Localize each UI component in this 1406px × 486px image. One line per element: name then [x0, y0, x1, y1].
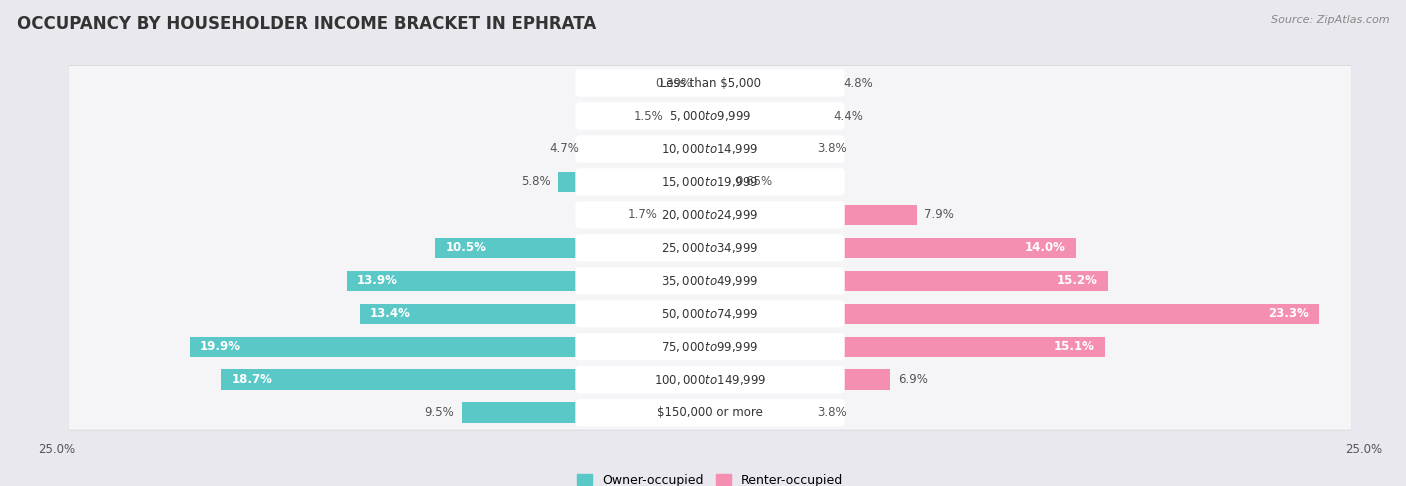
Bar	[710, 369, 890, 390]
FancyBboxPatch shape	[69, 396, 1351, 430]
Text: 0.65%: 0.65%	[735, 175, 772, 189]
Bar	[710, 73, 835, 93]
Legend: Owner-occupied, Renter-occupied: Owner-occupied, Renter-occupied	[572, 469, 848, 486]
Text: 9.5%: 9.5%	[425, 406, 454, 419]
FancyBboxPatch shape	[575, 168, 845, 195]
Bar	[710, 172, 727, 192]
Bar	[360, 304, 710, 324]
FancyBboxPatch shape	[69, 329, 1351, 364]
FancyBboxPatch shape	[575, 103, 845, 130]
Text: 15.1%: 15.1%	[1053, 340, 1094, 353]
Text: $75,000 to $99,999: $75,000 to $99,999	[661, 340, 759, 354]
Text: 3.8%: 3.8%	[817, 406, 846, 419]
Text: 4.7%: 4.7%	[550, 142, 579, 156]
Bar	[221, 369, 710, 390]
Text: $35,000 to $49,999: $35,000 to $49,999	[661, 274, 759, 288]
FancyBboxPatch shape	[575, 69, 845, 97]
Text: 13.9%: 13.9%	[357, 274, 398, 287]
FancyBboxPatch shape	[69, 198, 1351, 232]
Bar	[665, 205, 710, 225]
Bar	[588, 139, 710, 159]
FancyBboxPatch shape	[69, 231, 1351, 265]
Text: 18.7%: 18.7%	[232, 373, 273, 386]
FancyBboxPatch shape	[575, 366, 845, 393]
FancyBboxPatch shape	[69, 230, 1351, 265]
Text: 23.3%: 23.3%	[1268, 307, 1309, 320]
FancyBboxPatch shape	[575, 201, 845, 228]
Text: 14.0%: 14.0%	[1025, 242, 1066, 254]
FancyBboxPatch shape	[575, 234, 845, 261]
FancyBboxPatch shape	[69, 99, 1351, 133]
Text: $150,000 or more: $150,000 or more	[657, 406, 763, 419]
Text: $25,000 to $34,999: $25,000 to $34,999	[661, 241, 759, 255]
FancyBboxPatch shape	[69, 296, 1351, 331]
Text: Less than $5,000: Less than $5,000	[659, 76, 761, 89]
Text: 4.8%: 4.8%	[844, 76, 873, 89]
Text: $5,000 to $9,999: $5,000 to $9,999	[669, 109, 751, 123]
Text: 0.39%: 0.39%	[655, 76, 692, 89]
FancyBboxPatch shape	[69, 66, 1351, 100]
FancyBboxPatch shape	[69, 165, 1351, 199]
Text: 1.7%: 1.7%	[628, 208, 658, 222]
FancyBboxPatch shape	[575, 300, 845, 328]
Text: 19.9%: 19.9%	[200, 340, 240, 353]
Bar	[710, 139, 810, 159]
Text: $10,000 to $14,999: $10,000 to $14,999	[661, 142, 759, 156]
FancyBboxPatch shape	[575, 135, 845, 163]
FancyBboxPatch shape	[575, 267, 845, 295]
Text: OCCUPANCY BY HOUSEHOLDER INCOME BRACKET IN EPHRATA: OCCUPANCY BY HOUSEHOLDER INCOME BRACKET …	[17, 15, 596, 33]
Bar	[710, 106, 825, 126]
Text: 15.2%: 15.2%	[1056, 274, 1097, 287]
FancyBboxPatch shape	[69, 296, 1351, 331]
Text: Source: ZipAtlas.com: Source: ZipAtlas.com	[1271, 15, 1389, 25]
Text: $15,000 to $19,999: $15,000 to $19,999	[661, 175, 759, 189]
FancyBboxPatch shape	[69, 363, 1351, 397]
Bar	[710, 304, 1319, 324]
FancyBboxPatch shape	[69, 395, 1351, 430]
Bar	[700, 73, 710, 93]
Text: 7.9%: 7.9%	[925, 208, 955, 222]
Bar	[710, 205, 917, 225]
Bar	[671, 106, 710, 126]
FancyBboxPatch shape	[575, 399, 845, 426]
Text: 13.4%: 13.4%	[370, 307, 411, 320]
Text: 4.4%: 4.4%	[832, 109, 863, 122]
Bar	[710, 402, 810, 423]
Text: 10.5%: 10.5%	[446, 242, 486, 254]
Bar	[558, 172, 710, 192]
Text: 6.9%: 6.9%	[898, 373, 928, 386]
Bar	[710, 271, 1108, 291]
Text: $50,000 to $74,999: $50,000 to $74,999	[661, 307, 759, 321]
Text: $20,000 to $24,999: $20,000 to $24,999	[661, 208, 759, 222]
FancyBboxPatch shape	[69, 132, 1351, 166]
Bar	[346, 271, 710, 291]
Text: 5.8%: 5.8%	[520, 175, 551, 189]
FancyBboxPatch shape	[69, 264, 1351, 298]
Bar	[190, 336, 710, 357]
Bar	[710, 336, 1105, 357]
FancyBboxPatch shape	[69, 66, 1351, 101]
FancyBboxPatch shape	[69, 131, 1351, 167]
Bar	[461, 402, 710, 423]
FancyBboxPatch shape	[69, 98, 1351, 134]
Bar	[710, 238, 1076, 258]
FancyBboxPatch shape	[69, 263, 1351, 298]
FancyBboxPatch shape	[69, 330, 1351, 364]
Text: $100,000 to $149,999: $100,000 to $149,999	[654, 373, 766, 387]
FancyBboxPatch shape	[69, 164, 1351, 200]
FancyBboxPatch shape	[69, 197, 1351, 232]
FancyBboxPatch shape	[69, 362, 1351, 398]
Bar	[436, 238, 710, 258]
Text: 1.5%: 1.5%	[633, 109, 664, 122]
Text: 3.8%: 3.8%	[817, 142, 846, 156]
FancyBboxPatch shape	[575, 333, 845, 361]
